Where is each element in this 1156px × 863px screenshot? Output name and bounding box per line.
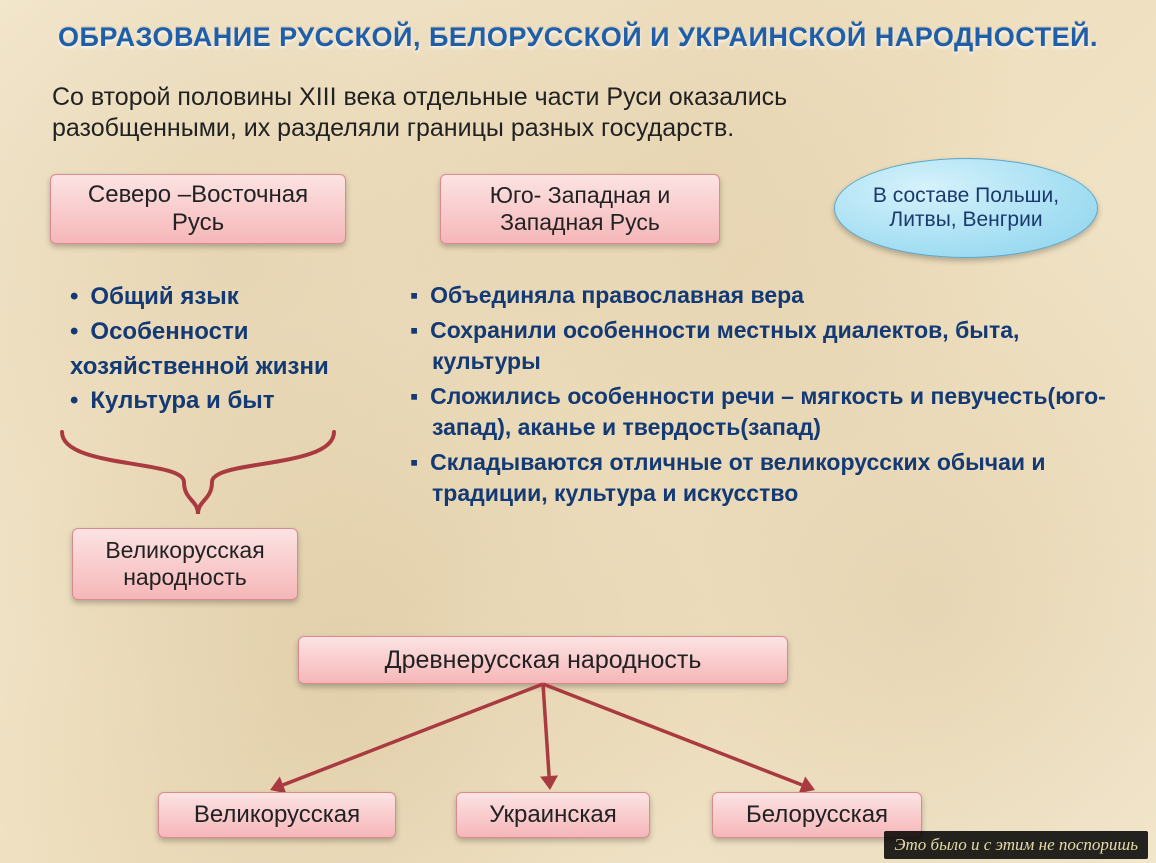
box-southwest-rus: Юго- Западная и Западная Русь: [440, 174, 720, 244]
left_bullets-item: Общий язык: [70, 280, 400, 315]
ellipse-label: В составе Польши, Литвы, Венгрии: [853, 184, 1079, 232]
box-out-ukrainian: Украинская: [456, 792, 650, 838]
curly-brace-icon: [58, 428, 338, 518]
box-out3-label: Белорусская: [746, 801, 888, 829]
slide-title: ОБРАЗОВАНИЕ РУССКОЙ, БЕЛОРУССКОЙ И УКРАИ…: [0, 22, 1156, 53]
box-out2-label: Украинская: [489, 801, 616, 829]
left-bullet-ul: Общий языкОсобенности хозяйственной жизн…: [70, 280, 400, 419]
slide: ОБРАЗОВАНИЕ РУССКОЙ, БЕЛОРУССКОЙ И УКРАИ…: [0, 0, 1156, 863]
box-northeast-label: Северо –Восточная Русь: [65, 181, 331, 237]
footer-caption: Это было и с этим не поспоришь: [884, 831, 1148, 859]
right_bullets-item: Складываются отличные от великорусских о…: [410, 447, 1128, 509]
box-northeast-rus: Северо –Восточная Русь: [50, 174, 346, 244]
box-out1-label: Великорусская: [194, 801, 360, 829]
right_bullets-item: Объединяла православная вера: [410, 280, 1128, 311]
right-bullet-ul: Объединяла православная вера Сохранили ос…: [410, 280, 1128, 509]
box-greatrussian-label: Великорусская народность: [87, 537, 283, 591]
box-out-greatrussian: Великорусская: [158, 792, 396, 838]
right-bullet-list: Объединяла православная вера Сохранили ос…: [410, 280, 1128, 513]
right_bullets-item: Сложились особенности речи – мягкость и …: [410, 381, 1128, 443]
ellipse-foreign-states: В составе Польши, Литвы, Венгрии: [834, 158, 1098, 258]
left_bullets-item: Особенности хозяйственной жизни: [70, 315, 400, 385]
box-oldrussian: Древнерусская народность: [298, 636, 788, 684]
box-oldrussian-label: Древнерусская народность: [385, 646, 702, 675]
box-greatrussian: Великорусская народность: [72, 528, 298, 600]
left-bullet-list: Общий языкОсобенности хозяйственной жизн…: [70, 280, 400, 419]
right_bullets-item: Сохранили особенности местных диалектов,…: [410, 315, 1128, 377]
intro-text: Со второй половины XIII века отдельные ч…: [52, 82, 952, 145]
left_bullets-item: Культура и быт: [70, 384, 400, 419]
branching-arrows-icon: [240, 680, 845, 794]
box-southwest-label: Юго- Западная и Западная Русь: [455, 182, 705, 236]
